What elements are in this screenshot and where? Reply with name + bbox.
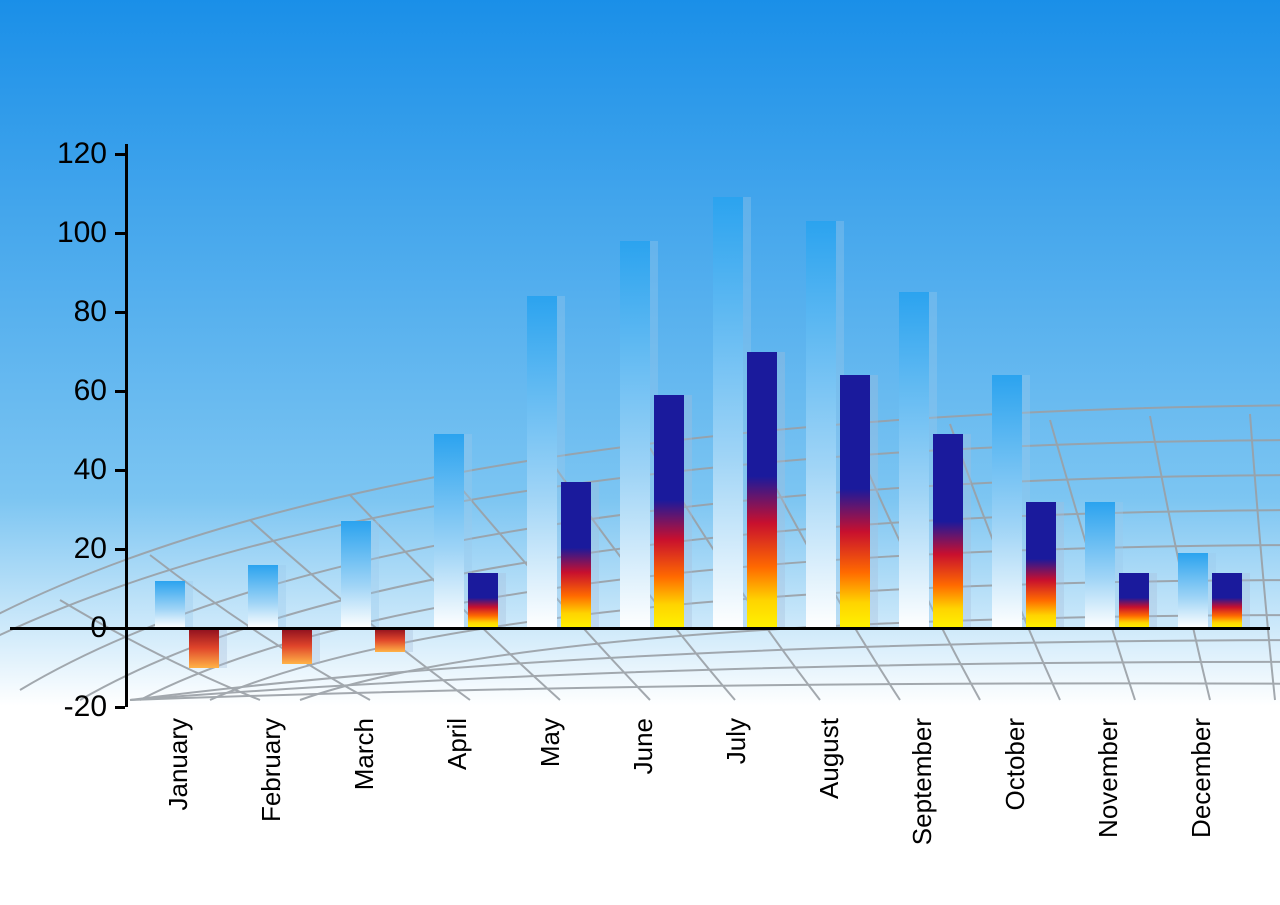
y-tick <box>115 232 125 235</box>
x-tick-label: February <box>256 718 287 822</box>
bar-secondary <box>1212 573 1242 628</box>
x-tick-label: April <box>442 718 473 770</box>
y-tick <box>115 153 125 156</box>
bar-primary <box>248 565 278 628</box>
bar-secondary <box>375 628 405 652</box>
y-tick <box>115 311 125 314</box>
y-tick-label: 120 <box>0 137 107 171</box>
x-tick-label: November <box>1093 718 1124 838</box>
bar-primary <box>155 581 185 628</box>
x-axis-baseline-overlay <box>10 627 1270 630</box>
bar-secondary <box>840 375 870 628</box>
bar-secondary <box>1026 502 1056 628</box>
bar-secondary <box>933 434 963 628</box>
x-tick-label: December <box>1186 718 1217 838</box>
bar-secondary <box>1119 573 1149 628</box>
x-tick-label: March <box>349 718 380 790</box>
y-tick <box>115 548 125 551</box>
x-tick-label: September <box>907 718 938 845</box>
bar-primary <box>434 434 464 628</box>
bar-primary <box>899 292 929 628</box>
y-tick-label: 100 <box>0 216 107 250</box>
bar-primary <box>1085 502 1115 628</box>
bar-secondary <box>189 628 219 668</box>
bar-secondary <box>468 573 498 628</box>
x-tick-label: July <box>721 718 752 764</box>
x-tick-label: August <box>814 718 845 799</box>
chart-stage: -20020406080100120JanuaryFebruaryMarchAp… <box>0 0 1280 905</box>
x-tick-label: May <box>535 718 566 767</box>
bar-primary <box>992 375 1022 628</box>
bar-primary <box>341 521 371 628</box>
y-tick-label: -20 <box>0 690 107 724</box>
bar-secondary <box>282 628 312 664</box>
y-tick-label: 80 <box>0 295 107 329</box>
y-tick-label: 60 <box>0 374 107 408</box>
bar-primary <box>1178 553 1208 628</box>
bar-primary <box>806 221 836 628</box>
bar-primary <box>620 241 650 628</box>
bar-primary <box>713 197 743 628</box>
bar-secondary <box>747 352 777 629</box>
bar-secondary <box>654 395 684 628</box>
x-tick-label: June <box>628 718 659 774</box>
x-tick-label: January <box>163 718 194 811</box>
y-tick-label: 40 <box>0 453 107 487</box>
y-tick <box>115 469 125 472</box>
bar-primary <box>527 296 557 628</box>
y-axis-line <box>125 144 128 707</box>
y-tick <box>115 390 125 393</box>
bar-secondary <box>561 482 591 628</box>
x-tick-label: October <box>1000 718 1031 811</box>
monthly-bar-chart: -20020406080100120JanuaryFebruaryMarchAp… <box>0 0 1280 905</box>
y-tick-label: 20 <box>0 532 107 566</box>
y-tick <box>115 706 125 709</box>
